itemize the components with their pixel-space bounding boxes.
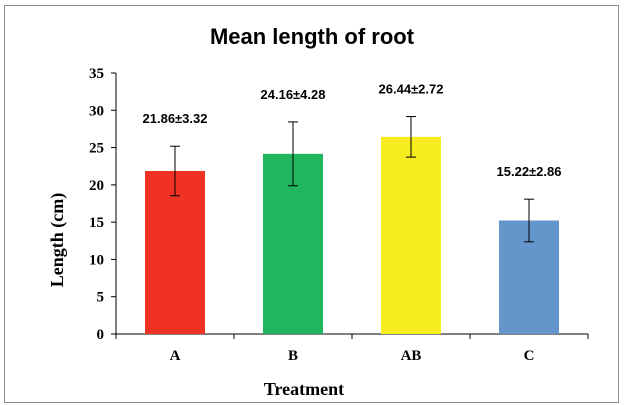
- x-tick-label: A: [170, 348, 181, 364]
- x-tick-label: AB: [401, 348, 422, 364]
- y-tick-label: 5: [97, 290, 105, 306]
- x-axis-title: Treatment: [264, 379, 344, 399]
- data-label-b: 24.16±4.28: [261, 87, 326, 102]
- bar-a: [145, 170, 205, 334]
- y-tick-label: 20: [89, 178, 104, 194]
- y-tick-label: 25: [89, 141, 104, 157]
- data-label-a: 21.86±3.32: [143, 111, 208, 126]
- x-tick-label: C: [524, 348, 535, 364]
- y-axis-title: Length (cm): [47, 193, 68, 287]
- chart-title: Mean length of root: [210, 24, 415, 49]
- x-tick-label: B: [288, 348, 298, 364]
- y-tick-label: 15: [89, 215, 104, 231]
- y-tick-label: 30: [89, 103, 104, 119]
- plot-area: 0 5 10 15 20 25 30 35 21.86±3.32 A 24.16±4.28 B 26.4…: [89, 66, 589, 364]
- bar-ab: [381, 136, 441, 334]
- y-tick-label: 35: [89, 66, 104, 82]
- y-tick-label: 10: [89, 252, 104, 268]
- y-tick-label: 0: [97, 327, 105, 343]
- data-label-c: 15.22±2.86: [497, 164, 562, 179]
- data-label-ab: 26.44±2.72: [379, 82, 444, 97]
